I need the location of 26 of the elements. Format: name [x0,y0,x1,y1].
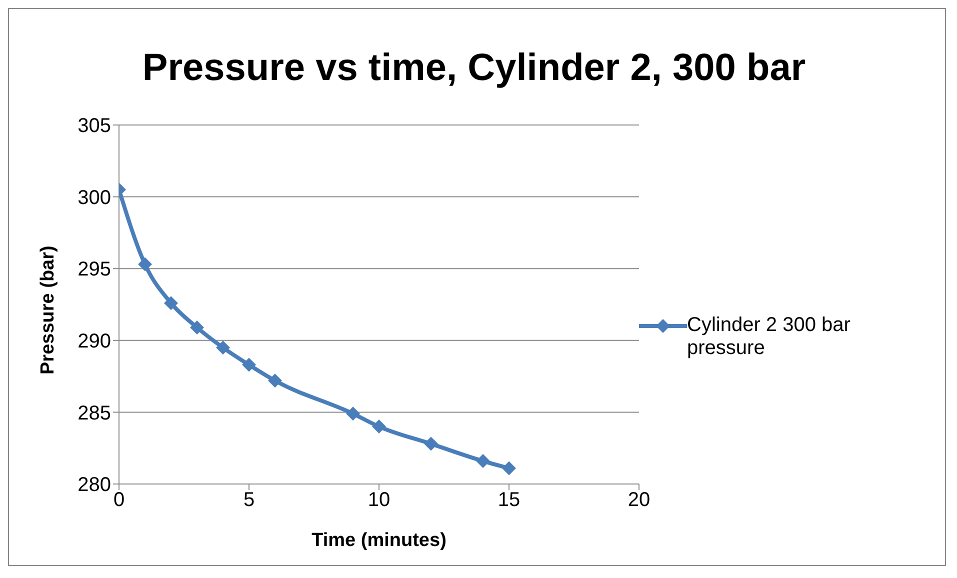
x-axis-title: Time (minutes) [312,530,446,551]
legend-label: Cylinder 2 300 bar pressure [687,314,852,360]
y-axis-title: Pressure (bar) [38,246,59,374]
x-tick-label: 5 [243,489,255,512]
point [164,296,178,310]
point [190,320,204,334]
point [476,454,490,468]
chart-title: Pressure vs time, Cylinder 2, 300 bar [141,47,807,90]
x-tick-label: 20 [628,489,650,512]
point [268,374,282,388]
y-tick-label: 300 [78,186,111,209]
x-tick-label: 0 [113,489,125,512]
point [502,461,516,476]
x-tick-label: 15 [498,489,520,512]
y-tick-label: 290 [78,330,111,352]
point [424,436,438,451]
y-tick-label: 285 [78,402,111,424]
point [372,420,386,434]
x-tick-label: 10 [368,489,390,512]
point [242,358,256,372]
y-tick-label: 295 [78,258,111,281]
point [216,340,230,355]
y-tick-label: 280 [78,474,111,496]
y-tick-label: 305 [78,115,111,138]
point [346,406,360,421]
point [138,257,152,272]
